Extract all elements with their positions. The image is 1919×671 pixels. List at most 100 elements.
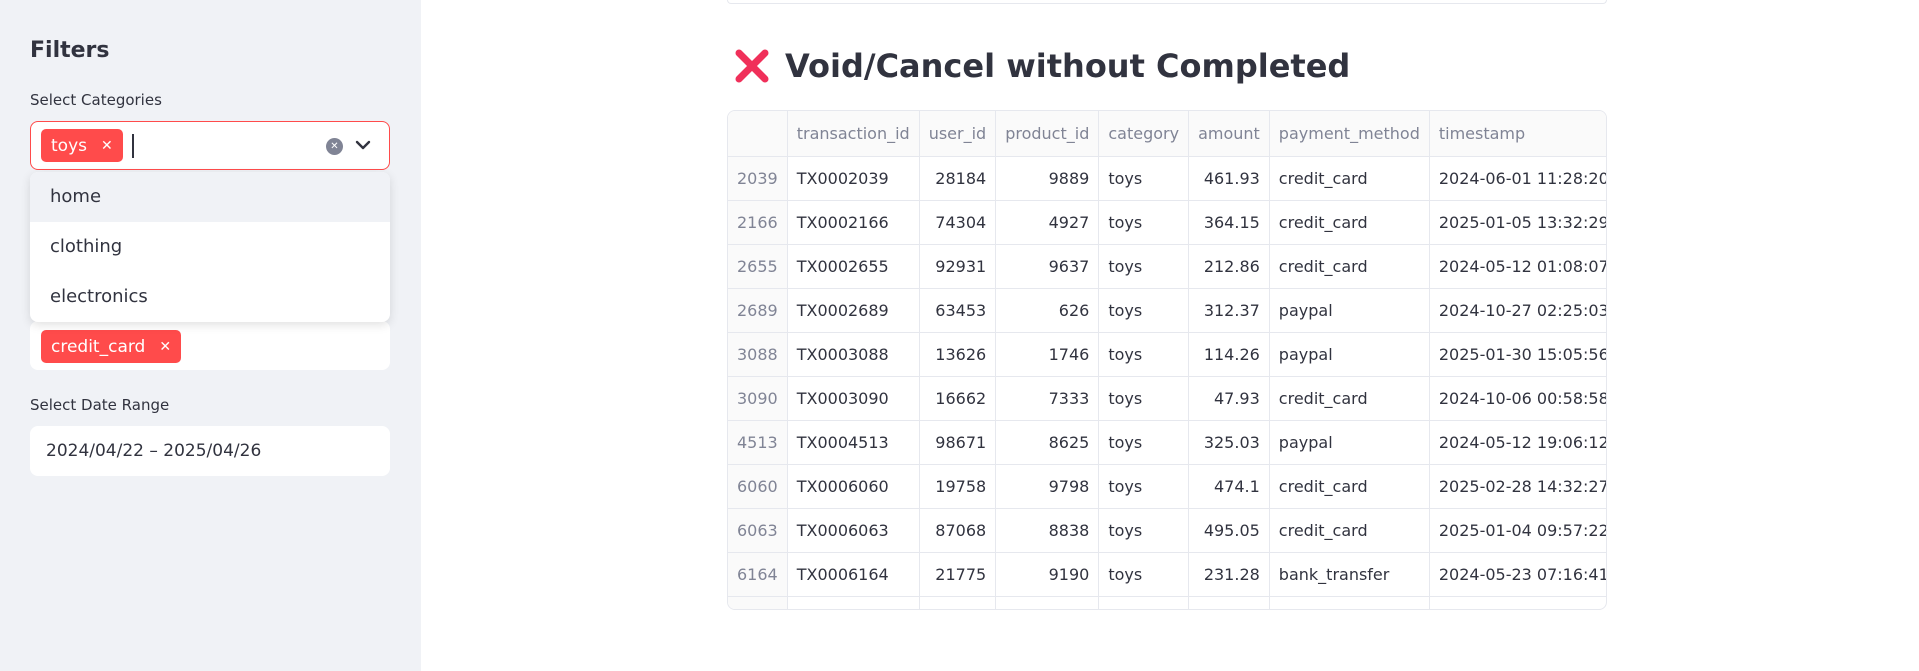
row-index[interactable]: 6060 [728,464,788,509]
table-cell[interactable]: 2025-01-05 13:32:29 [1429,200,1606,245]
table-cell[interactable]: TX0006060 [787,464,920,509]
row-index[interactable]: 6164 [728,552,788,597]
table-cell[interactable]: 9637 [995,244,1100,289]
table-cell[interactable]: 13626 [919,332,997,377]
data-table[interactable]: transaction_id user_id product_id catego… [727,110,1607,610]
table-cell[interactable]: credit_card [1269,464,1430,509]
table-cell[interactable]: 2025-01-04 09:57:22 [1429,508,1606,553]
table-cell[interactable]: toys [1098,464,1190,509]
text-cursor[interactable] [132,134,134,158]
table-cell[interactable]: 2024-10-27 02:25:03 [1429,288,1606,333]
table-cell[interactable]: 16662 [919,376,997,421]
table-cell[interactable]: 8625 [995,420,1100,465]
table-cell[interactable]: 1746 [995,332,1100,377]
table-cell[interactable]: credit_card [1269,156,1430,201]
table-cell[interactable]: paypal [1269,332,1430,377]
table-cell[interactable]: 8838 [995,508,1100,553]
close-icon[interactable]: ✕ [159,338,172,355]
table-cell[interactable]: credit_card [1269,200,1430,245]
table-cell[interactable]: 474.1 [1188,464,1270,509]
table-cell[interactable]: TX0002655 [787,244,920,289]
table-cell[interactable]: 2024-05-23 07:16:41 [1429,552,1606,597]
column-header[interactable]: amount [1188,111,1270,157]
payment-multiselect[interactable]: credit_card ✕ [30,321,390,370]
table-cell[interactable]: 74304 [919,200,997,245]
table-cell[interactable]: 9889 [995,156,1100,201]
categories-multiselect[interactable]: toys ✕ ✕ [30,121,390,170]
row-index[interactable]: 2655 [728,244,788,289]
table-cell[interactable]: 9190 [995,552,1100,597]
table-cell[interactable]: 231.28 [1188,552,1270,597]
table-cell[interactable]: 21775 [919,552,997,597]
table-cell[interactable]: toys [1098,244,1190,289]
table-cell[interactable]: credit_card [1269,376,1430,421]
table-cell[interactable]: bank_transfer [1269,552,1430,597]
table-cell[interactable]: toys [1098,156,1190,201]
table-cell[interactable]: 7333 [995,376,1100,421]
table-cell[interactable]: toys [1098,420,1190,465]
table-cell[interactable]: credit_card [1269,508,1430,553]
table-cell[interactable]: toys [1098,376,1190,421]
table-cell[interactable]: 47.93 [1188,376,1270,421]
table-cell[interactable]: 312.37 [1188,288,1270,333]
table-cell[interactable]: TX0002166 [787,200,920,245]
table-cell[interactable]: toys [1098,288,1190,333]
table-cell[interactable]: TX0003090 [787,376,920,421]
row-index[interactable]: 2166 [728,200,788,245]
table-cell[interactable]: 87068 [919,508,997,553]
table-cell[interactable]: 2025-02-28 14:32:27 [1429,464,1606,509]
column-header[interactable]: user_id [919,111,997,157]
table-cell[interactable]: paypal [1269,420,1430,465]
date-range-input[interactable]: 2024/04/22 – 2025/04/26 [30,426,390,476]
table-cell[interactable]: 28184 [919,156,997,201]
row-index[interactable]: 4513 [728,420,788,465]
close-icon[interactable]: ✕ [100,137,113,154]
table-cell[interactable]: TX0004513 [787,420,920,465]
row-index[interactable]: 2039 [728,156,788,201]
table-cell[interactable]: 63453 [919,288,997,333]
table-cell[interactable]: TX0006164 [787,552,920,597]
table-cell[interactable]: 325.03 [1188,420,1270,465]
table-cell[interactable]: TX0006063 [787,508,920,553]
table-cell[interactable]: 92931 [919,244,997,289]
table-cell[interactable]: 2025-01-30 15:05:56 [1429,332,1606,377]
table-cell[interactable]: toys [1098,508,1190,553]
table-cell[interactable]: TX0002689 [787,288,920,333]
table-cell[interactable]: 495.05 [1188,508,1270,553]
row-index[interactable]: 3088 [728,332,788,377]
column-header[interactable]: payment_method [1269,111,1430,157]
row-index[interactable]: 6063 [728,508,788,553]
table-cell[interactable]: 98671 [919,420,997,465]
table-cell[interactable]: 364.15 [1188,200,1270,245]
table-cell[interactable]: 212.86 [1188,244,1270,289]
chevron-down-icon[interactable] [353,135,373,155]
table-cell[interactable]: TX0002039 [787,156,920,201]
dropdown-option[interactable]: home [30,172,390,222]
column-header[interactable]: product_id [995,111,1100,157]
table-cell[interactable]: 9798 [995,464,1100,509]
table-cell[interactable]: TX0003088 [787,332,920,377]
clear-icon[interactable]: ✕ [326,138,343,155]
table-cell[interactable]: credit_card [1269,244,1430,289]
row-index[interactable]: 3090 [728,376,788,421]
table-cell[interactable]: paypal [1269,288,1430,333]
table-cell[interactable]: 2024-06-01 11:28:20 [1429,156,1606,201]
column-header[interactable]: category [1098,111,1190,157]
table-cell[interactable]: 2024-05-12 01:08:07 [1429,244,1606,289]
table-cell[interactable]: 4927 [995,200,1100,245]
dropdown-option[interactable]: electronics [50,286,148,307]
row-index[interactable]: 2689 [728,288,788,333]
table-cell[interactable]: toys [1098,552,1190,597]
column-header[interactable] [728,111,788,157]
table-cell[interactable]: 461.93 [1188,156,1270,201]
table-cell[interactable]: 2024-10-06 00:58:58 [1429,376,1606,421]
dropdown-option[interactable]: clothing [50,236,123,257]
table-cell[interactable]: toys [1098,332,1190,377]
table-cell[interactable]: 19758 [919,464,997,509]
table-cell[interactable]: 114.26 [1188,332,1270,377]
table-cell[interactable]: 2024-05-12 19:06:12 [1429,420,1606,465]
table-cell[interactable]: 626 [995,288,1100,333]
column-header[interactable]: timestamp [1429,111,1606,157]
table-cell[interactable]: toys [1098,200,1190,245]
column-header[interactable]: transaction_id [787,111,920,157]
